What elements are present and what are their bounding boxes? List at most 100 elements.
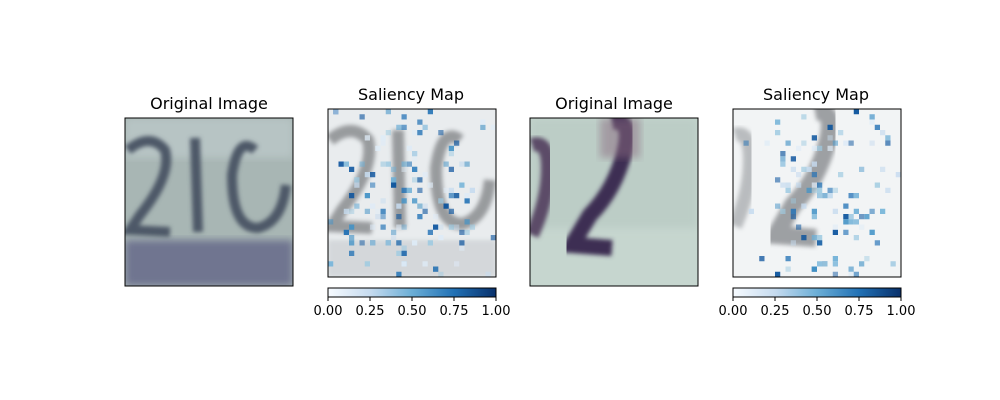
saliency-cell	[333, 109, 339, 115]
panel-2-frame	[327, 108, 497, 278]
colorbar-1: 0.00 0.25 0.50 0.75 1.00	[314, 287, 510, 319]
saliency-cell	[349, 235, 355, 241]
saliency-cell	[801, 166, 807, 172]
saliency-cell	[885, 135, 891, 141]
saliency-cell	[459, 245, 465, 251]
saliency-cell	[775, 203, 781, 209]
saliency-cell	[396, 250, 402, 256]
saliency-cell	[427, 109, 433, 115]
saliency-cell	[438, 271, 444, 277]
saliency-cell	[417, 203, 423, 209]
saliency-cell	[349, 224, 355, 230]
saliency-map-2-cells	[743, 109, 901, 277]
saliency-cell	[469, 187, 475, 193]
saliency-cell	[422, 172, 428, 178]
saliency-cell	[380, 135, 386, 141]
saliency-cell	[775, 177, 781, 183]
panel-3-frame	[529, 117, 699, 287]
saliency-cell	[832, 187, 838, 193]
saliency-cell	[412, 130, 418, 136]
saliency-cell	[790, 214, 796, 220]
saliency-cell	[843, 219, 849, 225]
saliency-cell	[832, 224, 838, 230]
saliency-map-1-cells	[328, 109, 496, 277]
saliency-cell	[328, 219, 334, 225]
saliency-cell	[848, 140, 854, 146]
saliency-cell	[433, 224, 439, 230]
saliency-cell	[817, 240, 823, 246]
saliency-cell	[480, 124, 486, 130]
saliency-cell	[338, 161, 344, 167]
colorbar-tick-label: 0.50	[803, 304, 832, 319]
saliency-cell	[375, 208, 381, 214]
saliency-cell	[785, 140, 791, 146]
saliency-cell	[832, 271, 838, 277]
saliency-cell	[817, 193, 823, 199]
saliency-cell	[375, 145, 381, 151]
saliency-cell	[743, 140, 749, 146]
saliency-cell	[801, 235, 807, 241]
saliency-cell	[380, 224, 386, 230]
saliency-map-1	[328, 109, 496, 277]
saliency-cell	[869, 114, 875, 120]
saliency-cell	[401, 224, 407, 230]
saliency-cell	[748, 208, 754, 214]
saliency-cell	[438, 130, 444, 136]
saliency-cell	[364, 172, 370, 178]
saliency-cell	[454, 193, 460, 199]
saliency-cell	[790, 156, 796, 162]
saliency-cell	[780, 156, 786, 162]
colorbar-tick-label: 1.00	[887, 304, 916, 319]
saliency-cell	[417, 214, 423, 220]
saliency-cell	[349, 250, 355, 256]
saliency-cell	[785, 256, 791, 262]
saliency-cell	[454, 140, 460, 146]
saliency-cell	[827, 124, 833, 130]
saliency-cell	[433, 266, 439, 272]
saliency-cell	[811, 172, 817, 178]
saliency-cell	[780, 151, 786, 157]
saliency-cell	[811, 266, 817, 272]
saliency-cell	[822, 193, 828, 199]
saliency-cell	[391, 235, 397, 241]
saliency-cell	[801, 140, 807, 146]
saliency-cell	[448, 208, 454, 214]
saliency-cell	[490, 235, 496, 241]
saliency-cell	[817, 187, 823, 193]
saliency-cell	[448, 166, 454, 172]
saliency-cell	[391, 229, 397, 235]
saliency-cell	[790, 166, 796, 172]
saliency-cell	[349, 208, 355, 214]
saliency-cell	[343, 161, 349, 167]
saliency-cell	[817, 235, 823, 241]
saliency-cell	[806, 166, 812, 172]
saliency-cell	[364, 208, 370, 214]
saliency-cell	[775, 119, 781, 125]
saliency-cell	[401, 198, 407, 204]
saliency-cell	[354, 177, 360, 183]
saliency-cell	[859, 224, 865, 230]
panel-3-title: Original Image	[555, 94, 673, 113]
saliency-cell	[811, 214, 817, 220]
saliency-cell	[364, 193, 370, 199]
saliency-cell	[801, 114, 807, 120]
saliency-cell	[417, 130, 423, 136]
saliency-cell	[349, 166, 355, 172]
saliency-cell	[848, 219, 854, 225]
saliency-cell	[869, 229, 875, 235]
saliency-cell	[848, 271, 854, 277]
saliency-cell	[401, 114, 407, 120]
saliency-cell	[759, 256, 765, 262]
saliency-cell	[385, 130, 391, 136]
saliency-cell	[796, 145, 802, 151]
saliency-cell	[822, 261, 828, 267]
saliency-cell	[874, 182, 880, 188]
saliency-cell	[848, 214, 854, 220]
saliency-cell	[864, 256, 870, 262]
saliency-cell	[796, 172, 802, 178]
saliency-cell	[422, 261, 428, 267]
saliency-cell	[422, 208, 428, 214]
saliency-cell	[780, 182, 786, 188]
saliency-cell	[328, 261, 334, 267]
saliency-cell	[448, 187, 454, 193]
